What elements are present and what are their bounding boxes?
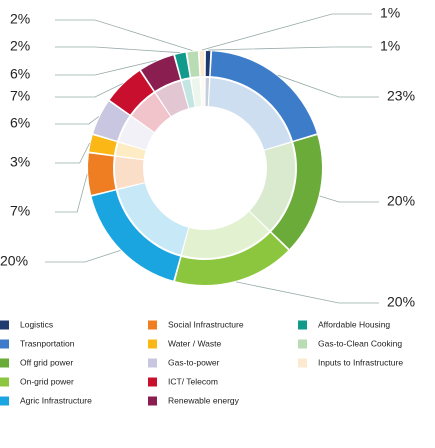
inner-segment [115,156,145,189]
leader-line [55,142,91,164]
legend-label: Trasnportation [20,338,75,348]
legend-swatch [148,377,157,387]
donut-segment [199,51,205,77]
donut-segment [210,51,317,141]
legend-label: Agric Infrastructure [20,395,92,405]
data-label: 1% [380,38,400,54]
data-label: 6% [10,66,30,82]
inner-segment [119,116,154,150]
data-label: 3% [10,154,30,170]
leader-line [319,195,379,203]
legend-swatch [298,339,307,349]
leader-line [55,60,157,76]
leader-line [55,46,181,54]
donut-segment [109,71,154,115]
leader-line [277,74,379,98]
donut-segment [271,135,322,249]
legend-swatch [298,358,307,368]
legend-swatch [0,377,9,387]
legend-label: Renewable energy [168,395,240,405]
donut-segment [175,52,190,80]
data-label: 1% [380,5,400,21]
leader-line [55,174,88,213]
donut-segment [205,51,211,77]
leader-line [55,19,193,52]
inner-segment [182,79,195,109]
legend-label: ICT/ Telecom [168,376,218,386]
legend-label: Inputs to Infrastructure [318,357,403,367]
legend-swatch [298,320,307,330]
legend-swatch [148,358,157,368]
inner-segment [131,93,171,132]
inner-segment [155,81,189,117]
inner-segment [205,78,210,107]
legend-swatch [0,320,9,330]
legend-swatch [148,320,157,330]
donut-segment [88,153,116,195]
inner-segment [191,78,202,107]
data-label: 23% [387,88,415,104]
legend-label: Off grid power [20,357,73,367]
leader-line [208,46,372,51]
legend-label: Logistics [20,319,53,329]
legend-label: Gas-to-power [168,357,220,367]
legend-label: On-grid power [20,376,74,386]
legend-label: Water / Waste [168,338,221,348]
donut-segment [187,51,200,78]
legend-swatch [148,396,157,406]
legend-swatch [0,396,9,406]
donut-segment [89,135,117,156]
legend-label: Social Infrastructure [168,319,244,329]
data-label: 20% [387,294,415,310]
leader-line [55,83,123,98]
data-label: 2% [10,11,30,27]
inner-segment [200,78,205,107]
data-label: 20% [0,253,28,269]
legend-swatch [0,358,9,368]
legend-swatch [148,339,157,349]
legend-swatch [0,339,9,349]
legend-label: Affordable Housing [318,319,390,329]
inner-segment [182,211,269,258]
center [145,108,265,228]
data-label: 6% [10,115,30,131]
donut-segment [175,232,289,285]
data-label: 7% [10,203,30,219]
donut-segment [93,101,130,141]
inner-segment [249,142,295,231]
leader-line [45,249,121,263]
donut-segment [91,190,181,281]
data-label: 2% [10,38,30,54]
inner-segment [117,183,189,255]
leader-line [235,281,379,304]
inner-segment [115,142,146,160]
inner-segment [208,78,291,150]
leader-line [55,116,100,125]
data-label: 7% [10,88,30,104]
data-label: 20% [387,193,415,209]
donut-segment [141,55,181,91]
leader-line [201,13,372,51]
legend-label: Gas-to-Clean Cooking [318,338,402,348]
